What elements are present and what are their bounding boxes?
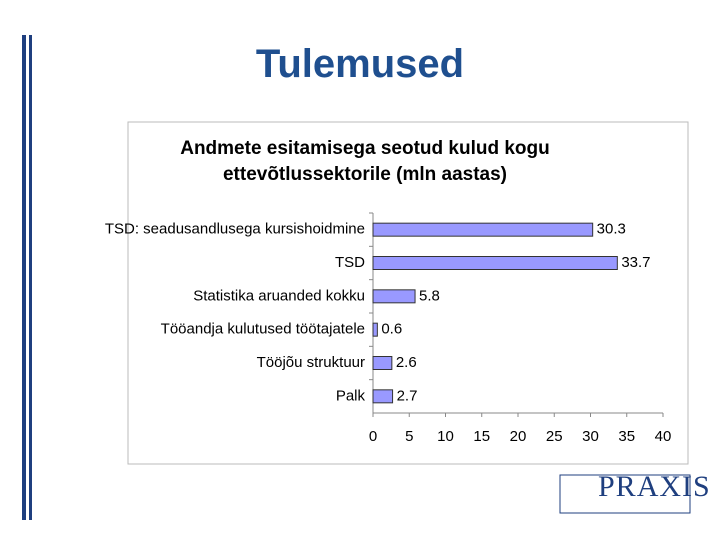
x-tick-label: 10 <box>437 428 454 445</box>
value-label: 0.6 <box>381 321 402 338</box>
bar <box>372 222 594 237</box>
x-tick-label: 5 <box>405 428 413 445</box>
bar <box>372 256 618 270</box>
y-tick-label: TSD: seadusandlusega kursishoidmine <box>105 221 365 238</box>
slide-title: Tulemused <box>255 42 465 86</box>
value-label: 2.6 <box>396 354 417 371</box>
y-tick-label: TSD <box>335 254 365 271</box>
bar <box>372 289 416 304</box>
x-tick-label: 30 <box>582 428 599 445</box>
x-tick-label: 20 <box>510 428 527 445</box>
value-label: 5.8 <box>419 287 440 304</box>
x-tick-label: 35 <box>618 428 635 445</box>
y-tick-label: Palk <box>336 387 366 404</box>
y-tick-label: Tööandja kulutused töötajatele <box>161 321 365 338</box>
x-tick-label: 0 <box>369 428 377 445</box>
y-tick-label: Statistika aruanded kokku <box>193 287 365 304</box>
value-label: 30.3 <box>597 221 626 238</box>
bar <box>372 389 394 404</box>
x-tick-label: 40 <box>655 428 672 445</box>
logo-frame <box>559 474 691 514</box>
value-label: 33.7 <box>621 254 650 271</box>
y-tick-label: Tööjõu struktuur <box>257 354 365 371</box>
chart-title: Andmete esitamisega seotud kulud kogu et… <box>180 138 550 185</box>
left-rule <box>29 35 32 520</box>
bar <box>372 322 378 337</box>
value-label: 2.7 <box>397 387 418 404</box>
left-rule <box>22 35 26 520</box>
x-tick-label: 25 <box>546 428 563 445</box>
logo: PRAXIS <box>598 470 711 503</box>
bar <box>372 356 393 370</box>
x-tick-label: 15 <box>473 428 490 445</box>
